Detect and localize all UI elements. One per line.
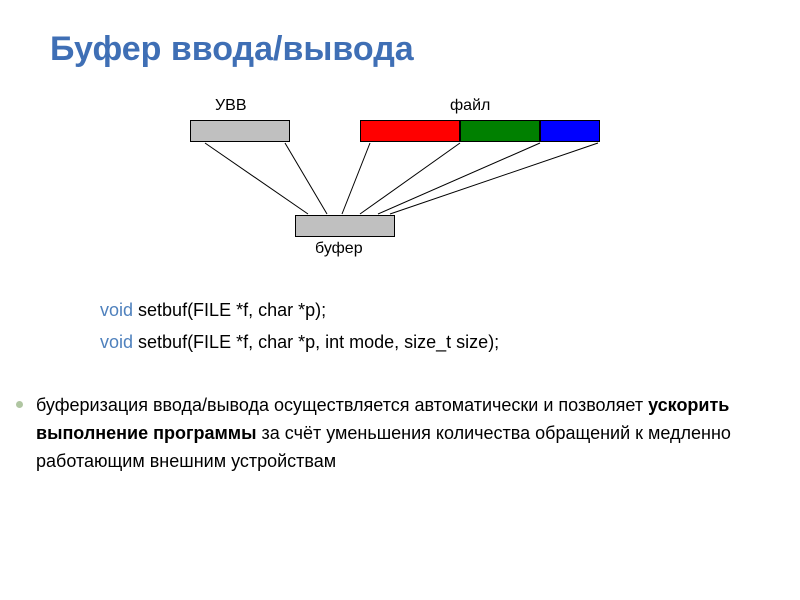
label-uvv: УВВ bbox=[215, 97, 247, 115]
box-file-blue bbox=[540, 120, 600, 142]
code-kw-1: void bbox=[100, 300, 133, 320]
slide-title-text: Буфер ввода/вывода bbox=[50, 30, 414, 68]
box-file-red bbox=[360, 120, 460, 142]
slide-title: Буфер ввода/вывода bbox=[50, 30, 414, 69]
bullet-pre: буферизация ввода/вывода осуществляется … bbox=[36, 395, 648, 415]
box-buffer bbox=[295, 215, 395, 237]
label-buffer: буфер bbox=[315, 240, 363, 258]
box-uvv bbox=[190, 120, 290, 142]
code-line-1: void setbuf(FILE *f, char *p); bbox=[100, 300, 326, 321]
code-line-2: void setbuf(FILE *f, char *p, int mode, … bbox=[100, 332, 499, 353]
io-buffer-diagram: УВВ файл буфер bbox=[130, 95, 630, 265]
bullet-dot-icon bbox=[16, 401, 23, 408]
code-rest-2: setbuf(FILE *f, char *p, int mode, size_… bbox=[133, 332, 499, 352]
box-file-green bbox=[460, 120, 540, 142]
code-kw-2: void bbox=[100, 332, 133, 352]
bullet-paragraph: буферизация ввода/вывода осуществляется … bbox=[36, 392, 760, 476]
label-file: файл bbox=[450, 97, 490, 115]
code-rest-1: setbuf(FILE *f, char *p); bbox=[133, 300, 326, 320]
